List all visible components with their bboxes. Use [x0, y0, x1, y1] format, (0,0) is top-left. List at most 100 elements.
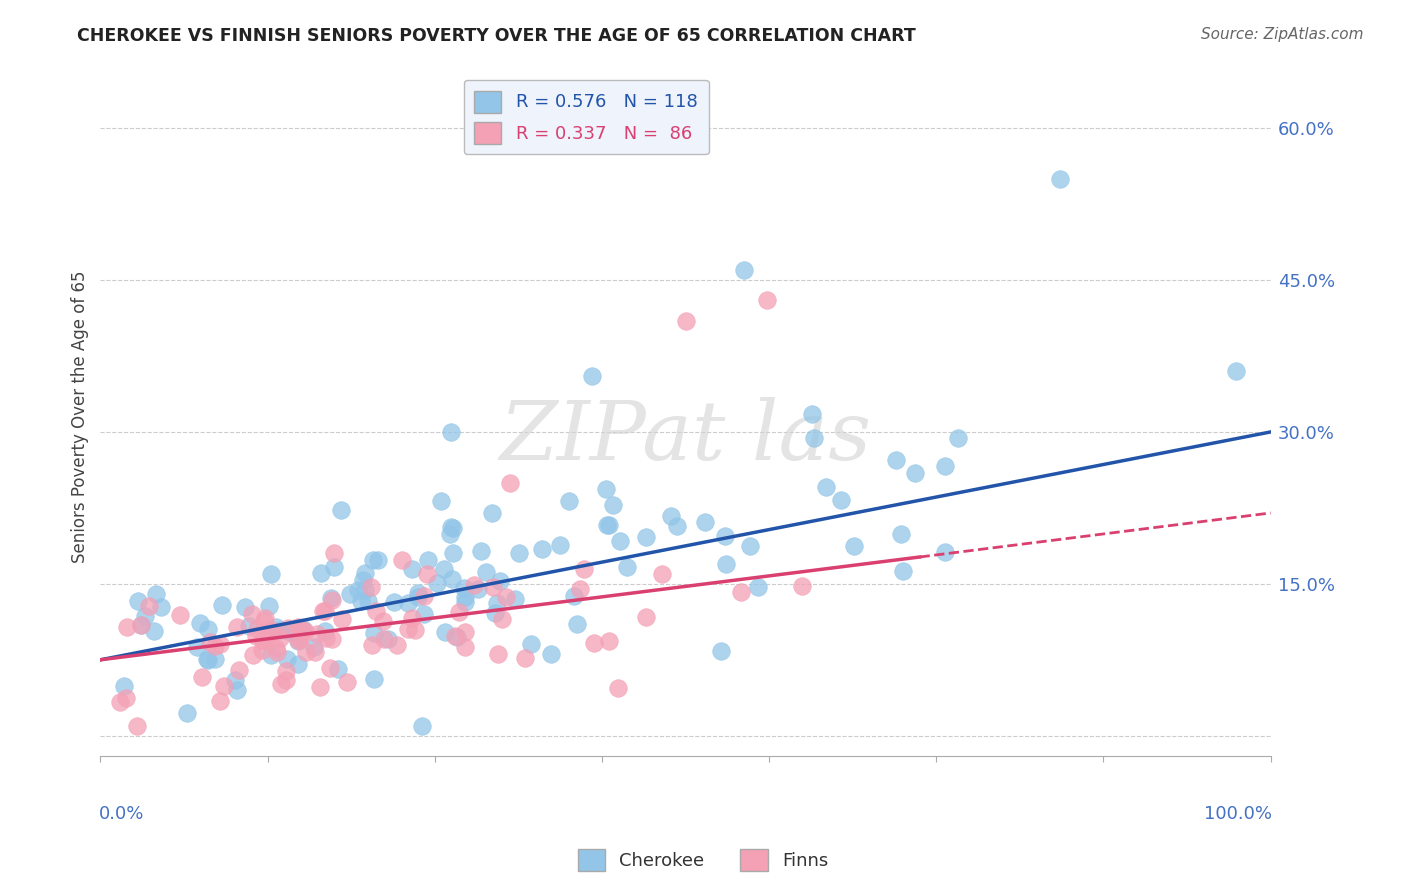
Point — [598, 518, 620, 533]
Point — [204, 651, 226, 665]
Point — [112, 679, 135, 693]
Point — [354, 582, 377, 597]
Point — [330, 503, 353, 517]
Point — [204, 640, 226, 654]
Text: 100.0%: 100.0% — [1204, 805, 1272, 823]
Point — [530, 541, 553, 556]
Point — [284, 625, 307, 640]
Point — [377, 632, 399, 646]
Point — [609, 534, 631, 549]
Point — [716, 557, 738, 571]
Point — [606, 681, 628, 695]
Point — [651, 567, 673, 582]
Point — [486, 596, 509, 610]
Point — [330, 612, 353, 626]
Text: Source: ZipAtlas.com: Source: ZipAtlas.com — [1201, 27, 1364, 42]
Point — [814, 480, 837, 494]
Point — [315, 631, 337, 645]
Point — [463, 578, 485, 592]
Point — [416, 566, 439, 581]
Point — [475, 565, 498, 579]
Point — [304, 645, 326, 659]
Point — [454, 595, 477, 609]
Point — [520, 637, 543, 651]
Point — [266, 620, 288, 634]
Point — [367, 552, 389, 566]
Point — [252, 633, 274, 648]
Point — [150, 599, 173, 614]
Point — [322, 559, 344, 574]
Point — [406, 586, 429, 600]
Point — [294, 645, 316, 659]
Point — [1225, 364, 1247, 378]
Point — [129, 618, 152, 632]
Point — [491, 612, 513, 626]
Point — [391, 553, 413, 567]
Point — [413, 589, 436, 603]
Point — [482, 580, 505, 594]
Point — [276, 673, 298, 687]
Point — [602, 498, 624, 512]
Point — [470, 543, 492, 558]
Point — [449, 606, 471, 620]
Point — [562, 589, 585, 603]
Point — [453, 625, 475, 640]
Point — [186, 640, 208, 654]
Point — [138, 599, 160, 613]
Point — [314, 624, 336, 639]
Point — [364, 604, 387, 618]
Point — [581, 369, 603, 384]
Point — [246, 622, 269, 636]
Point — [568, 582, 591, 596]
Point — [276, 652, 298, 666]
Point — [891, 564, 914, 578]
Point — [269, 623, 291, 637]
Point — [484, 606, 506, 620]
Point — [572, 561, 595, 575]
Point — [830, 492, 852, 507]
Point — [287, 633, 309, 648]
Point — [352, 573, 374, 587]
Point — [290, 632, 312, 646]
Point — [129, 618, 152, 632]
Legend: Cherokee, Finns: Cherokee, Finns — [571, 842, 835, 879]
Point — [801, 408, 824, 422]
Point — [259, 622, 281, 636]
Point — [441, 521, 464, 535]
Point — [508, 545, 530, 559]
Point — [361, 638, 384, 652]
Point — [440, 520, 463, 534]
Point — [440, 572, 463, 586]
Point — [903, 466, 925, 480]
Point — [264, 641, 287, 656]
Point — [1049, 171, 1071, 186]
Point — [803, 431, 825, 445]
Point — [145, 587, 167, 601]
Point — [738, 539, 761, 553]
Point — [190, 615, 212, 630]
Text: CHEROKEE VS FINNISH SENIORS POVERTY OVER THE AGE OF 65 CORRELATION CHART: CHEROKEE VS FINNISH SENIORS POVERTY OVER… — [77, 27, 917, 45]
Point — [495, 591, 517, 605]
Point — [934, 458, 956, 473]
Point — [373, 632, 395, 646]
Point — [503, 591, 526, 606]
Text: 0.0%: 0.0% — [100, 805, 145, 823]
Point — [226, 620, 249, 634]
Point — [595, 518, 617, 533]
Point — [354, 566, 377, 580]
Point — [143, 624, 166, 638]
Point — [287, 620, 309, 634]
Point — [260, 566, 283, 581]
Point — [169, 608, 191, 623]
Point — [108, 696, 131, 710]
Point — [595, 482, 617, 496]
Point — [125, 719, 148, 733]
Point — [242, 648, 264, 662]
Point — [411, 719, 433, 733]
Point — [582, 636, 605, 650]
Point — [254, 633, 277, 648]
Point — [270, 676, 292, 690]
Point — [242, 607, 264, 622]
Point — [558, 494, 581, 508]
Point — [266, 644, 288, 658]
